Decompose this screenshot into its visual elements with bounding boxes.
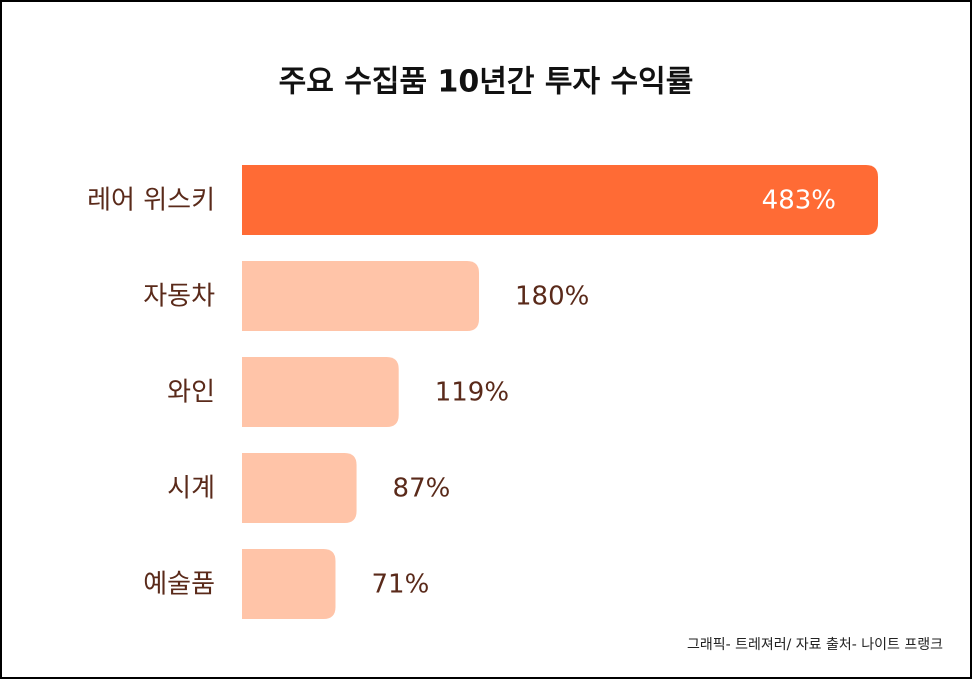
value-label: 180% [515, 282, 589, 312]
bar [242, 453, 357, 523]
bar [242, 165, 878, 235]
category-label: 예술품 [143, 570, 215, 600]
source-note: 그래픽- 트레져러/ 자료 출처- 나이트 프랭크 [687, 637, 943, 653]
value-label: 119% [435, 378, 509, 408]
value-label: 87% [393, 474, 451, 504]
bar [242, 357, 399, 427]
category-label: 시계 [167, 474, 215, 504]
category-label: 자동차 [143, 282, 215, 312]
category-label: 와인 [167, 378, 215, 408]
value-label: 71% [371, 570, 429, 600]
value-label: 483% [762, 186, 836, 216]
bar [242, 549, 336, 619]
category-label: 레어 위스키 [87, 186, 215, 216]
chart-title: 주요 수집품 10년간 투자 수익률 [279, 65, 694, 100]
bar [242, 261, 480, 331]
